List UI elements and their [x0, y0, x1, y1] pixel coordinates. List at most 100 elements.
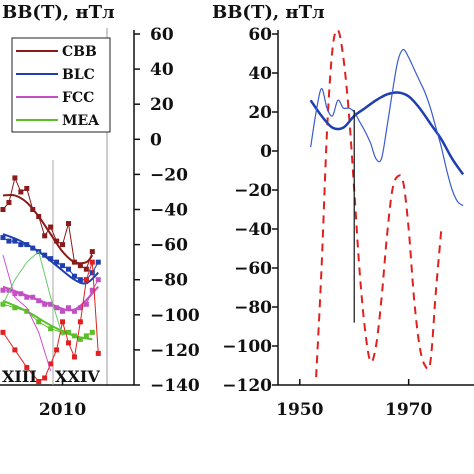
left-chart-title: BB(T), нТл: [2, 2, 115, 23]
left-chart-panel: 60 40 20 0 −20 −40 −60 −80 −100 −120 −140 2010 XII…: [0, 2, 200, 420]
y-tick-label: −80: [150, 271, 188, 291]
cbb-markers-point: [18, 189, 24, 195]
mea-markers-point: [36, 319, 42, 325]
right-series-group: [309, 28, 465, 378]
y-tick-label: −20: [150, 165, 188, 185]
right-x-ticks: 1950 1970: [276, 379, 432, 420]
mea-smooth-curve: [2, 299, 93, 341]
blc-markers-point: [77, 277, 83, 283]
y-tick-label: 0: [260, 142, 272, 162]
fcc-markers-point: [71, 308, 77, 314]
y-tick-label: −60: [234, 259, 272, 279]
fcc-markers-point: [54, 305, 60, 311]
fcc-smooth-curve: [2, 285, 99, 312]
y-tick-label: 40: [150, 60, 174, 80]
y-tick-label: 40: [248, 64, 272, 84]
series-markers-line-point: [83, 277, 89, 283]
x-tick-label: 1950: [276, 400, 323, 420]
series-markers-line-point: [54, 347, 60, 353]
y-tick-label: −40: [150, 201, 188, 221]
y-tick-label: −100: [150, 306, 200, 326]
blc-markers-point: [71, 273, 77, 279]
blc-markers-point: [12, 238, 18, 244]
left-y-ticks: 60 40 20 0 −20 −40 −60 −80 −100 −120 −140: [134, 25, 200, 396]
series-markers-line-point: [77, 319, 83, 325]
blc-markers-point: [6, 238, 12, 244]
cbb-markers-point: [60, 242, 66, 248]
blc-markers-point: [48, 256, 54, 262]
cycle-label-xiii: XIII: [2, 367, 37, 386]
x-tick-label: 1970: [385, 400, 432, 420]
blc-markers-point: [65, 266, 71, 272]
cbb-markers-point: [89, 249, 95, 255]
fcc-markers-point: [6, 287, 12, 293]
left-x-ticks: 2010: [39, 379, 86, 420]
y-tick-label: −140: [150, 376, 200, 396]
y-tick-label: −100: [222, 337, 272, 357]
cbb-markers-line: [2, 176, 93, 270]
fcc-markers-point: [89, 287, 95, 293]
mea-markers-point: [65, 329, 71, 335]
mea-markers-point: [89, 329, 95, 335]
mea-markers-point: [83, 333, 89, 339]
legend-label-blc: BLC: [62, 67, 95, 83]
y-tick-label: −20: [234, 181, 272, 201]
y-tick-label: −120: [222, 376, 272, 396]
y-tick-label: 20: [248, 103, 272, 123]
cbb-markers-point: [48, 224, 54, 230]
fcc-markers-point: [65, 305, 71, 311]
legend-label-fcc: FCC: [62, 90, 94, 106]
cbb-markers-point: [24, 185, 30, 191]
blc-markers-point: [18, 242, 24, 248]
cbb-markers-point: [83, 266, 89, 272]
series-markers-line-point: [95, 350, 101, 356]
series-markers-line-point: [48, 361, 54, 367]
right-y-ticks: 60 40 20 0 −20 −40 −60 −80 −100 −120: [222, 25, 278, 396]
legend-label-cbb: CBB: [62, 44, 97, 60]
y-tick-label: −120: [150, 341, 200, 361]
y-tick-label: −60: [150, 236, 188, 256]
fcc-markers-point: [95, 277, 101, 283]
x-tick-label: 2010: [39, 400, 86, 420]
cbb-markers-point: [42, 233, 48, 239]
fcc-markers-point: [83, 301, 89, 307]
y-tick-label: 20: [150, 95, 174, 115]
series-markers-line-point: [12, 347, 18, 353]
fcc-markers-point: [77, 305, 83, 311]
y-tick-label: 60: [150, 25, 174, 45]
series-thin-curve: [310, 48, 464, 207]
series-markers-line-point: [24, 364, 30, 370]
left-series-group: [0, 175, 101, 384]
fcc-markers-point: [24, 294, 30, 300]
cbb-smooth-curve: [2, 193, 94, 265]
cycle-label-xxiv: XXIV: [55, 367, 100, 386]
series-markers-line-point: [65, 340, 71, 346]
series-thick-curve: [309, 91, 465, 176]
cbb-markers-point: [6, 199, 12, 205]
blc-markers-point: [89, 270, 95, 276]
y-tick-label: −40: [234, 220, 272, 240]
legend-label-mea: MEA: [62, 113, 100, 129]
series-markers-line-point: [42, 375, 48, 381]
series-markers-line-point: [0, 329, 6, 335]
cbb-markers-point: [65, 221, 71, 227]
fcc-markers-point: [0, 287, 6, 293]
mea-markers-point: [77, 336, 83, 342]
legend-box: [11, 37, 111, 133]
cbb-markers-point: [0, 207, 6, 212]
fcc-markers-point: [42, 301, 48, 307]
mea-markers-point: [60, 329, 66, 335]
cbb-markers-point: [12, 175, 18, 181]
blc-markers-point: [54, 259, 60, 265]
series-dashed-curve: [315, 28, 443, 378]
fcc-markers-point: [12, 291, 18, 297]
series-markers-line-point: [60, 319, 66, 325]
series-markers-line-point: [89, 259, 95, 265]
blc-markers-point: [60, 263, 66, 269]
series-markers-line-point: [36, 378, 42, 384]
fcc-markers-point: [60, 308, 66, 314]
series-markers-line-point: [71, 354, 77, 360]
mea-markers-point: [12, 305, 18, 311]
series-line-line: [2, 250, 64, 337]
